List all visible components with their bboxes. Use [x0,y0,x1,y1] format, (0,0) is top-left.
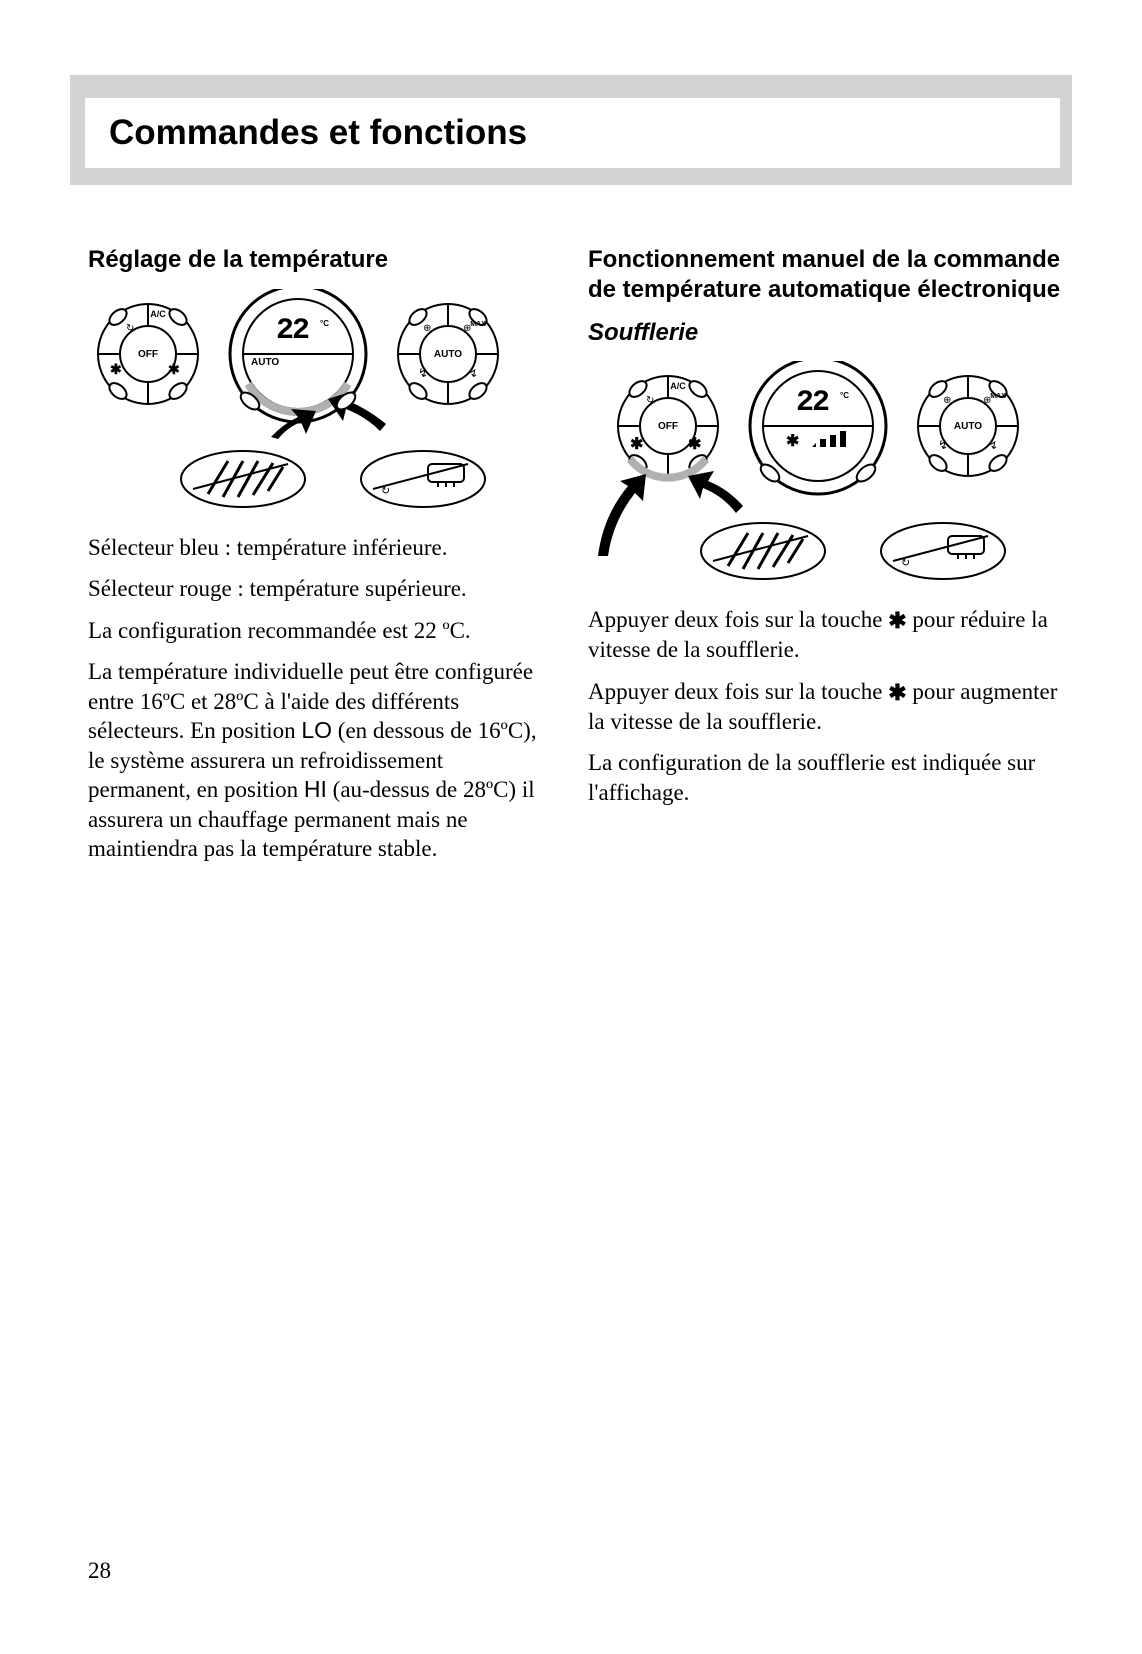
right-column: Fonctionnement manuel de la commande de … [588,245,1068,819]
svg-text:✱: ✱ [110,363,122,378]
center-temp: 22 [276,314,308,348]
svg-text:✱: ✱ [630,436,643,453]
svg-text:✱: ✱ [688,436,701,453]
center-auto-label: AUTO [251,357,301,368]
lo-label: LO [301,717,332,743]
svg-text:↯: ↯ [988,438,998,452]
fan-glyph-2: ✱ [888,679,906,707]
center2-temp: 22 [796,386,828,420]
svg-text:↻: ↻ [646,395,654,406]
dial-ac-label: A/C [143,309,173,319]
p2a: Appuyer deux fois sur la touche [588,679,888,704]
center-c: °C [320,319,329,328]
page-number: 28 [88,1558,111,1584]
svg-text:⊕: ⊕ [943,395,951,406]
svg-text:↻: ↻ [901,557,910,569]
svg-text:↯: ↯ [468,366,478,380]
svg-text:✱: ✱ [168,363,180,378]
fan-glyph-1: ✱ [888,607,906,635]
heading-manual: Fonctionnement manuel de la commande de … [588,245,1068,305]
diagram-blower: ↻ ✱ ✱ ⊕ ⊕ ↯ [588,361,1048,591]
dial-max-label: MAX [463,321,493,328]
left-column: Réglage de la température ↻ ✱ ✱ [88,245,548,875]
dial2-auto-label: AUTO [918,421,1018,432]
svg-text:↻: ↻ [126,323,134,334]
p-range: La température individuelle peut être co… [88,657,548,863]
svg-text:↻: ↻ [381,485,390,497]
subheading-blower: Soufflerie [588,319,1068,347]
p1a: Appuyer deux fois sur la touche [588,607,888,632]
fan-bars-icon [810,429,860,451]
p-blue-selector: Sélecteur bleu : température inférieure. [88,533,548,562]
page-title: Commandes et fonctions [109,113,527,153]
p-display: La configuration de la soufflerie est in… [588,748,1068,807]
p-recommended: La configuration recommandée est 22 ºC. [88,616,548,645]
svg-text:↯: ↯ [418,366,428,380]
dial-off-label: OFF [98,349,198,360]
center2-c: °C [840,391,849,400]
hi-label: HI [304,776,327,802]
dial2-max-label: MAX [983,393,1013,400]
p-increase: Appuyer deux fois sur la touche ✱ pour a… [588,677,1068,737]
diagram-temperature: ↻ ✱ ✱ ⊕ [88,289,548,519]
dial-auto-label: AUTO [398,349,498,360]
svg-text:⊕: ⊕ [423,323,431,334]
center2-fan-icon: ✱ [786,431,799,451]
dial2-ac-label: A/C [663,381,693,391]
title-box: Commandes et fonctions [85,98,1060,168]
heading-temperature: Réglage de la température [88,245,548,275]
p-red-selector: Sélecteur rouge : température supérieure… [88,574,548,603]
p-reduce: Appuyer deux fois sur la touche ✱ pour r… [588,605,1068,665]
svg-text:↯: ↯ [938,438,948,452]
dial2-off-label: OFF [618,421,718,432]
